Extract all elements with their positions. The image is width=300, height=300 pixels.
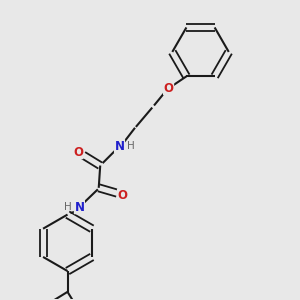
Text: O: O xyxy=(118,189,128,202)
Text: N: N xyxy=(74,201,84,214)
Text: H: H xyxy=(127,141,135,151)
Text: O: O xyxy=(164,82,174,95)
Text: H: H xyxy=(64,202,72,212)
Text: O: O xyxy=(73,146,83,159)
Text: N: N xyxy=(115,140,124,153)
